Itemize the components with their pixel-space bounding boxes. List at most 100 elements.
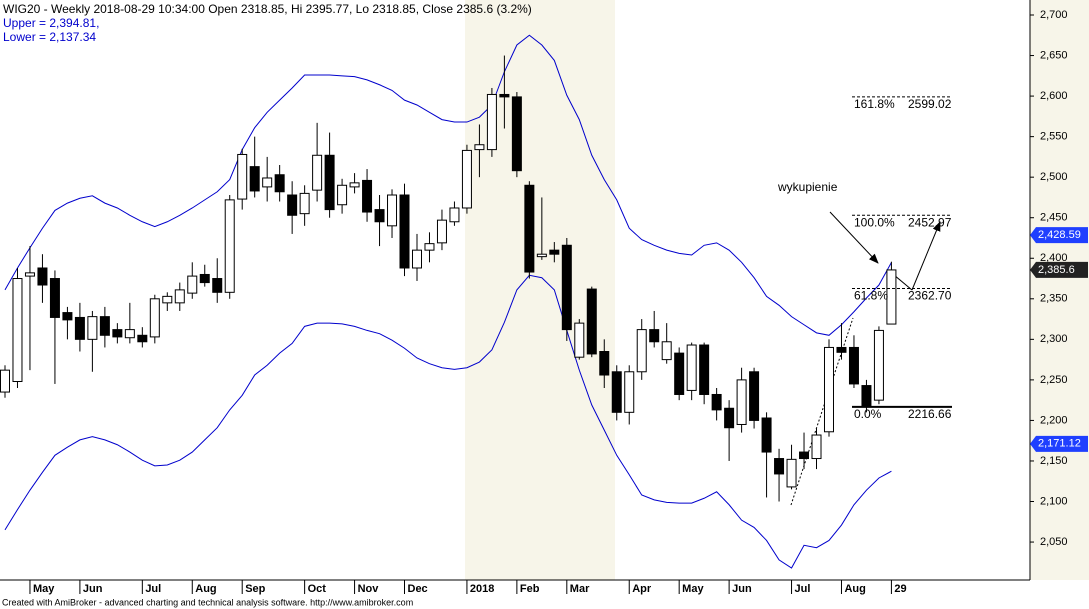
candle-body bbox=[873, 329, 884, 401]
fib-ratio: 100.0% bbox=[854, 215, 895, 229]
x-tick-label: Jun bbox=[83, 583, 103, 595]
candle-body bbox=[237, 153, 248, 200]
y-tick-label: 2,050 bbox=[1040, 536, 1068, 548]
candle-body bbox=[174, 289, 185, 304]
candle-body bbox=[724, 407, 735, 429]
candle-body bbox=[586, 288, 597, 355]
candle-body bbox=[686, 344, 697, 391]
candle-body bbox=[187, 275, 198, 294]
candle-body bbox=[12, 278, 23, 383]
candle-body bbox=[411, 249, 422, 269]
x-tick-label: Apr bbox=[632, 583, 652, 595]
candle-body bbox=[861, 385, 872, 407]
candle-body bbox=[649, 329, 660, 343]
candle-body bbox=[99, 316, 110, 336]
candle-body bbox=[149, 298, 160, 338]
price-marker-label: 2,385.6 bbox=[1038, 264, 1075, 276]
y-tick-label: 2,150 bbox=[1040, 455, 1068, 467]
fib-ratio: 61.8% bbox=[854, 289, 888, 303]
candle-body bbox=[799, 451, 810, 460]
price-marker bbox=[1030, 435, 1088, 452]
x-tick-label: Sep bbox=[245, 583, 265, 595]
candle-body bbox=[199, 273, 210, 284]
candle-body bbox=[62, 312, 73, 321]
candle-body bbox=[312, 154, 323, 191]
candle-body bbox=[848, 346, 859, 385]
candle-body bbox=[761, 417, 772, 453]
candle-body bbox=[249, 166, 260, 192]
candle-body bbox=[711, 393, 722, 411]
x-tick-label: May bbox=[33, 583, 55, 595]
candle-body bbox=[699, 344, 710, 395]
x-tick-label: Feb bbox=[520, 583, 540, 595]
axis-panel bbox=[1030, 0, 1089, 580]
x-tick-label: Dec bbox=[408, 583, 428, 595]
fib-value: 2216.66 bbox=[908, 407, 952, 421]
candle-body bbox=[511, 96, 522, 172]
y-tick-label: 2,400 bbox=[1040, 252, 1068, 264]
candle-body bbox=[349, 182, 360, 188]
x-tick-label: Aug bbox=[195, 583, 216, 595]
candle-body bbox=[124, 329, 135, 339]
candle-body bbox=[399, 194, 410, 269]
candle-body bbox=[886, 269, 897, 325]
y-tick-label: 2,100 bbox=[1040, 495, 1068, 507]
candle-body bbox=[0, 369, 10, 393]
candle-body bbox=[449, 207, 460, 223]
y-tick-label: 2,500 bbox=[1040, 171, 1068, 183]
candle-body bbox=[599, 351, 610, 376]
candle-body bbox=[486, 93, 497, 151]
band-line bbox=[4, 274, 892, 569]
y-tick-label: 2,650 bbox=[1040, 49, 1068, 61]
x-tick-label: Jul bbox=[145, 583, 161, 595]
x-tick-label: 29 bbox=[894, 583, 906, 595]
y-tick-label: 2,200 bbox=[1040, 414, 1068, 426]
candle-body bbox=[624, 371, 635, 413]
candle-body bbox=[24, 272, 35, 277]
candle-body bbox=[474, 144, 485, 151]
x-tick-label: Aug bbox=[844, 583, 865, 595]
price-marker bbox=[1030, 227, 1088, 244]
candle-body bbox=[137, 334, 148, 343]
y-tick-label: 2,250 bbox=[1040, 374, 1068, 386]
candle-body bbox=[87, 316, 98, 340]
candle-body bbox=[811, 434, 822, 460]
candle-body bbox=[337, 184, 348, 206]
y-tick-label: 2,600 bbox=[1040, 90, 1068, 102]
candle-body bbox=[374, 209, 385, 223]
band-line bbox=[4, 34, 892, 336]
y-tick-label: 2,450 bbox=[1040, 212, 1068, 224]
fib-value: 2362.70 bbox=[908, 289, 952, 303]
fib-value: 2599.02 bbox=[908, 97, 952, 111]
y-tick-label: 2,350 bbox=[1040, 293, 1068, 305]
legend-entry: Upper = 2,394.81, bbox=[3, 16, 99, 30]
y-tick-label: 2,700 bbox=[1040, 9, 1068, 21]
candle-body bbox=[549, 249, 560, 255]
arrow bbox=[829, 211, 879, 264]
fib-ratio: 161.8% bbox=[854, 97, 895, 111]
price-marker-label: 2,171.12 bbox=[1038, 438, 1081, 450]
x-tick-label: Jun bbox=[732, 583, 752, 595]
candle-body bbox=[212, 278, 223, 293]
candle-body bbox=[362, 179, 373, 213]
candle-body bbox=[162, 295, 173, 304]
price-marker-label: 2,428.59 bbox=[1038, 229, 1081, 241]
candle-body bbox=[561, 244, 572, 331]
candle-body bbox=[274, 174, 285, 193]
candle-body bbox=[499, 93, 510, 98]
candle-body bbox=[287, 194, 298, 216]
fib-ratio: 0.0% bbox=[854, 407, 882, 421]
footer: Created with AmiBroker - advanced charti… bbox=[2, 597, 413, 607]
candle-body bbox=[299, 192, 310, 215]
candle-body bbox=[524, 184, 535, 273]
candle-body bbox=[674, 352, 685, 395]
arrow bbox=[911, 221, 941, 291]
x-tick-label: Mar bbox=[570, 583, 590, 595]
candle-body bbox=[424, 243, 435, 251]
candle-body bbox=[611, 371, 622, 413]
header: WIG20 - Weekly 2018-08-29 10:34:00 Open … bbox=[3, 2, 532, 16]
candle-body bbox=[224, 199, 235, 293]
candle-body bbox=[112, 329, 123, 338]
x-tick-label: 2018 bbox=[470, 583, 494, 595]
